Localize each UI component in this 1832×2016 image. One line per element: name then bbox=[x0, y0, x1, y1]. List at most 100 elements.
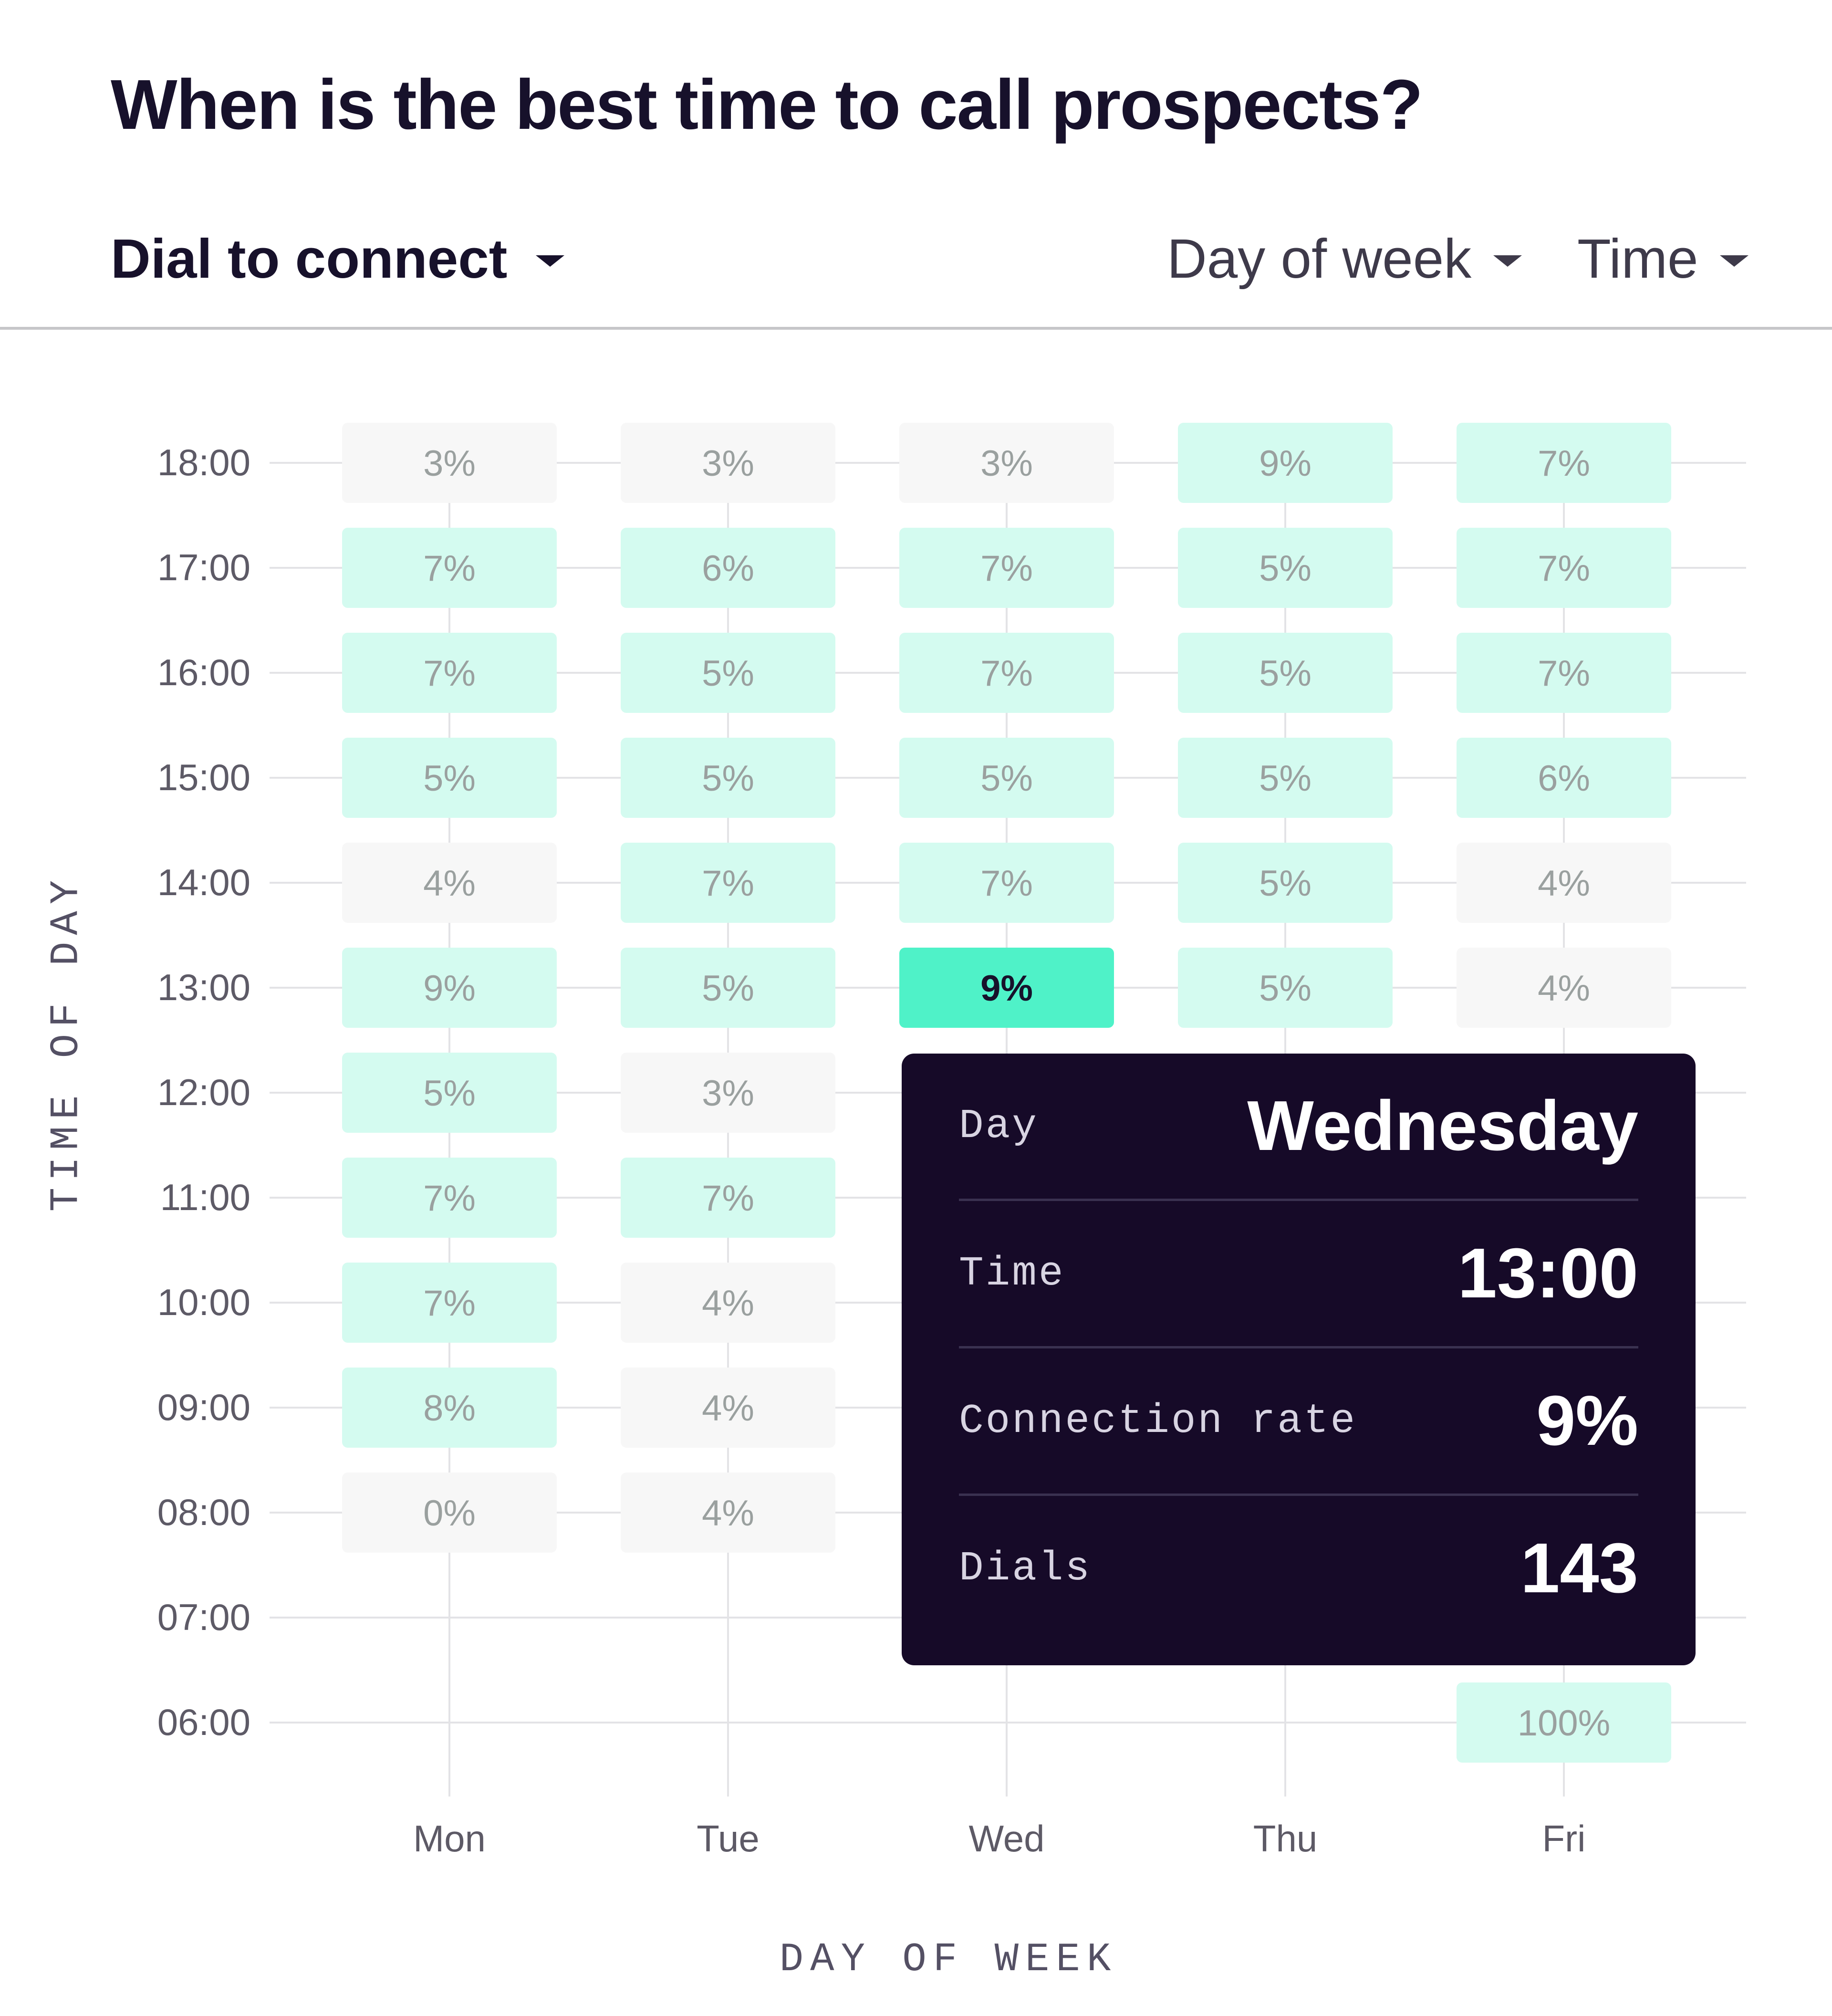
heatmap-cell-fri-18-00 bbox=[1457, 423, 1671, 503]
heatmap-cell-mon-10-00 bbox=[342, 1263, 557, 1343]
cell-value-label: 9% bbox=[980, 968, 1033, 1009]
time-dropdown[interactable]: Time bbox=[1577, 227, 1749, 291]
cell-value-label: 6% bbox=[1538, 758, 1590, 799]
cell-value-label: 5% bbox=[423, 758, 476, 799]
cell-value-label: 4% bbox=[1538, 863, 1590, 904]
x-tick-label: Fri bbox=[1542, 1818, 1586, 1859]
tooltip-connection-rate-value: 9% bbox=[1536, 1381, 1638, 1460]
cell-value-label: 3% bbox=[423, 443, 476, 484]
day-of-week-dropdown[interactable]: Day of week bbox=[1167, 227, 1522, 291]
heatmap-cell-thu-13-00 bbox=[1178, 948, 1393, 1028]
heatmap-cell-fri-16-00 bbox=[1457, 633, 1671, 713]
heatmap-cell-thu-18-00 bbox=[1178, 423, 1393, 503]
cell-value-label: 7% bbox=[1538, 653, 1590, 694]
heatmap-cell-fri-14-00 bbox=[1457, 843, 1671, 923]
heatmap-cell-mon-09-00 bbox=[342, 1368, 557, 1448]
cell-value-label: 5% bbox=[423, 1073, 476, 1114]
tooltip-row-time: Time 13:00 bbox=[959, 1201, 1638, 1348]
heatmap-cell-wed-15-00 bbox=[899, 738, 1114, 818]
heatmap-cell-mon-12-00 bbox=[342, 1053, 557, 1133]
cell-value-label: 6% bbox=[702, 548, 754, 589]
cell-value-label: 7% bbox=[423, 1178, 476, 1219]
heatmap-cell-tue-11-00 bbox=[621, 1158, 835, 1238]
heatmap-cell-tue-15-00 bbox=[621, 738, 835, 818]
cell-value-label: 7% bbox=[702, 863, 754, 904]
heatmap-cell-mon-08-00 bbox=[342, 1473, 557, 1553]
cell-value-label: 4% bbox=[423, 863, 476, 904]
y-tick-label: 18:00 bbox=[157, 441, 250, 483]
chevron-down-icon bbox=[1720, 255, 1749, 267]
y-tick-label: 14:00 bbox=[157, 861, 250, 903]
cell-value-label: 7% bbox=[702, 1178, 754, 1219]
cell-value-label: 5% bbox=[1259, 548, 1312, 589]
y-tick-label: 07:00 bbox=[157, 1596, 250, 1638]
y-tick-label: 16:00 bbox=[157, 651, 250, 693]
heatmap-cell-mon-13-00 bbox=[342, 948, 557, 1028]
cell-value-label: 7% bbox=[980, 548, 1033, 589]
heatmap-cell-mon-17-00 bbox=[342, 528, 557, 608]
tooltip-row-dials: Dials 143 bbox=[959, 1496, 1638, 1641]
cell-value-label: 7% bbox=[980, 863, 1033, 904]
heatmap-cell-thu-15-00 bbox=[1178, 738, 1393, 818]
cell-value-label: 5% bbox=[980, 758, 1033, 799]
tooltip-row-connection-rate: Connection rate 9% bbox=[959, 1348, 1638, 1496]
cell-value-label: 5% bbox=[702, 758, 754, 799]
heatmap-cell-thu-17-00 bbox=[1178, 528, 1393, 608]
heatmap-cell-fri-13-00 bbox=[1457, 948, 1671, 1028]
heatmap-cell-tue-18-00 bbox=[621, 423, 835, 503]
cell-value-label: 5% bbox=[1259, 758, 1312, 799]
cell-value-label: 0% bbox=[423, 1493, 476, 1534]
heatmap-cell-fri-17-00 bbox=[1457, 528, 1671, 608]
cell-value-label: 100% bbox=[1518, 1703, 1610, 1744]
tooltip-connection-rate-key: Connection rate bbox=[959, 1398, 1357, 1444]
heatmap-cell-mon-16-00 bbox=[342, 633, 557, 713]
cell-value-label: 3% bbox=[702, 443, 754, 484]
cell-value-label: 4% bbox=[702, 1388, 754, 1429]
heatmap-cell-tue-08-00 bbox=[621, 1473, 835, 1553]
chevron-down-icon bbox=[1493, 255, 1522, 267]
y-tick-label: 11:00 bbox=[160, 1176, 250, 1218]
tooltip-row-day: Day Wednesday bbox=[959, 1054, 1638, 1201]
tooltip-day-value: Wednesday bbox=[1247, 1086, 1638, 1165]
cell-value-label: 8% bbox=[423, 1388, 476, 1429]
x-axis-title: DAY OF WEEK bbox=[779, 1937, 1118, 1983]
y-tick-label: 15:00 bbox=[157, 756, 250, 798]
heatmap-cell-wed-14-00 bbox=[899, 843, 1114, 923]
x-tick-label: Mon bbox=[413, 1818, 486, 1859]
heatmap-cell-tue-12-00 bbox=[621, 1053, 835, 1133]
y-tick-label: 12:00 bbox=[157, 1071, 250, 1113]
cell-value-label: 7% bbox=[1538, 548, 1590, 589]
heatmap-cell-mon-11-00 bbox=[342, 1158, 557, 1238]
header-divider bbox=[0, 327, 1832, 330]
cell-value-label: 5% bbox=[702, 653, 754, 694]
heatmap-cell-tue-16-00 bbox=[621, 633, 835, 713]
cell-value-label: 3% bbox=[702, 1073, 754, 1114]
cell-value-label: 5% bbox=[702, 968, 754, 1009]
cell-value-label: 7% bbox=[980, 653, 1033, 694]
y-tick-label: 10:00 bbox=[157, 1281, 250, 1323]
heatmap-cell-thu-14-00 bbox=[1178, 843, 1393, 923]
page-title: When is the best time to call prospects? bbox=[111, 65, 1423, 144]
heatmap-cell-wed-16-00 bbox=[899, 633, 1114, 713]
cell-value-label: 7% bbox=[423, 548, 476, 589]
cell-value-label: 5% bbox=[1259, 653, 1312, 694]
tooltip-time-value: 13:00 bbox=[1457, 1234, 1638, 1313]
heatmap-cell-tue-09-00 bbox=[621, 1368, 835, 1448]
day-of-week-dropdown-label: Day of week bbox=[1167, 228, 1472, 290]
y-tick-label: 06:00 bbox=[157, 1701, 250, 1743]
time-dropdown-label: Time bbox=[1577, 228, 1698, 290]
cell-value-label: 4% bbox=[702, 1283, 754, 1324]
y-tick-label: 08:00 bbox=[157, 1491, 250, 1533]
tooltip-dials-value: 143 bbox=[1520, 1529, 1638, 1608]
metric-dropdown-label: Dial to connect bbox=[111, 228, 508, 290]
cell-value-label: 4% bbox=[1538, 968, 1590, 1009]
cell-tooltip: Day Wednesday Time 13:00 Connection rate… bbox=[902, 1054, 1696, 1665]
chevron-down-icon bbox=[536, 255, 565, 267]
heatmap-cell-mon-15-00 bbox=[342, 738, 557, 818]
x-tick-label: Tue bbox=[697, 1818, 760, 1859]
cell-value-label: 5% bbox=[1259, 863, 1312, 904]
tooltip-dials-key: Dials bbox=[959, 1545, 1092, 1592]
metric-dropdown[interactable]: Dial to connect bbox=[111, 227, 565, 291]
x-tick-label: Thu bbox=[1253, 1818, 1317, 1859]
